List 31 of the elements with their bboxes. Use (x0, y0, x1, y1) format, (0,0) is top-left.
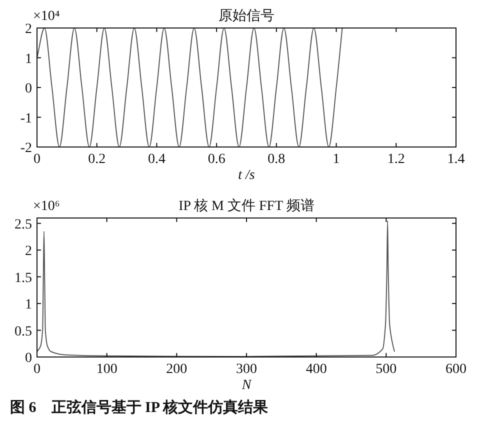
y-tick-label: -1 (20, 111, 32, 126)
y-tick-label: 2 (25, 244, 32, 260)
x-tick-label: 0.4 (148, 152, 166, 167)
text: ×10⁶ (33, 199, 60, 214)
x-tick-label: 100 (96, 362, 118, 377)
x-tick-label: 1 (332, 152, 340, 167)
y-tick-label: 0 (25, 351, 32, 366)
y-tick-label: 0 (25, 82, 32, 96)
x-tick-label: 1.2 (387, 152, 405, 167)
y-tick-label: 1 (25, 298, 32, 313)
y-tick-label: 2 (25, 22, 32, 37)
x-tick-label: 200 (166, 362, 188, 377)
y-tick-label: 1 (25, 52, 32, 67)
x-tick-label: 600 (446, 362, 466, 377)
x-tick-label: 300 (236, 362, 257, 377)
caption: 图 6 正弦信号基于 IP 核文件仿真结果 (10, 399, 269, 416)
x-axis-title: N (240, 378, 252, 393)
y-tick-label: 1.5 (14, 270, 32, 286)
chart-title: IP 核 M 文件 FFT 频谱 (178, 198, 314, 214)
x-tick-label: 500 (376, 362, 397, 377)
x-tick-label: 0.6 (208, 152, 226, 167)
y-tick-label: 2.5 (14, 217, 32, 232)
x-axis-title: t /s (238, 168, 256, 183)
y-tick-label: -2 (20, 141, 32, 156)
x-tick-label: 1.4 (447, 152, 465, 167)
x-tick-label: 0.8 (268, 152, 286, 167)
y-tick-label: 0.5 (14, 324, 32, 340)
chart-title: 原始信号 (218, 8, 274, 24)
x-tick-label: 0.2 (88, 152, 106, 167)
text: ×10⁴ (33, 9, 60, 24)
x-tick-label: 400 (306, 362, 327, 377)
